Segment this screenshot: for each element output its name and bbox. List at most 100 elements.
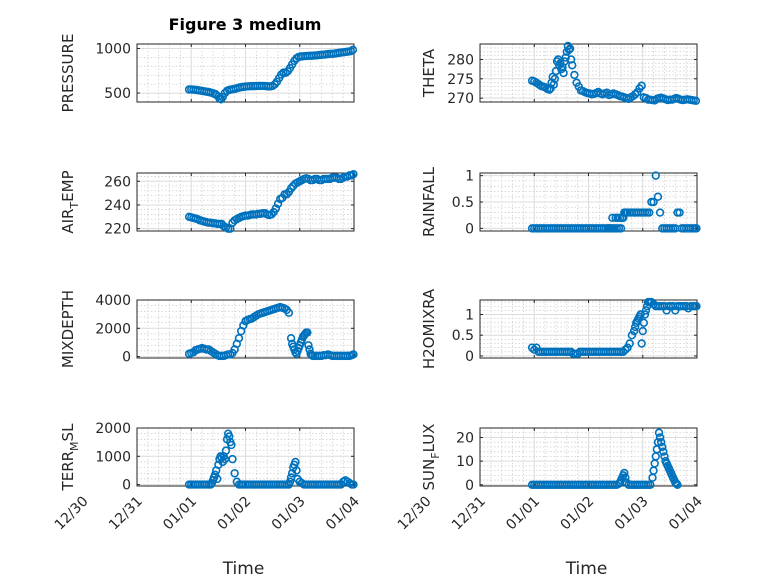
data-point — [550, 74, 560, 84]
x-tick-label: 12/31 — [106, 494, 146, 534]
data-point — [566, 55, 576, 64]
y-tick-label: 0.5 — [452, 195, 474, 211]
y-tick-label: 20 — [456, 430, 474, 446]
data-point — [655, 208, 665, 217]
series-air_temp — [184, 169, 358, 233]
y-tick-label: 0 — [465, 478, 474, 494]
y-label-main: THETA — [420, 48, 438, 98]
data-point — [564, 45, 574, 54]
y-axis-label-sun_flux: SUNFLUX — [420, 424, 442, 491]
subplot-air_temp: 220 240 260 AIRTEMP — [59, 169, 358, 238]
y-label-main: H2OMIXRA — [420, 288, 438, 369]
data-point — [627, 331, 637, 340]
data-point — [286, 184, 296, 193]
data-point — [639, 318, 649, 327]
series-rainfall — [527, 171, 701, 233]
data-point — [630, 90, 640, 99]
data-point — [620, 468, 629, 478]
data-point — [349, 480, 358, 489]
subplot-sun_flux: 0 10 20 SUNFLUX 12/30 12/31 01/01 01/02 01/03 01/… — [395, 424, 706, 579]
data-point — [660, 452, 669, 461]
data-point — [636, 310, 645, 319]
y-axis-label-h2omixra: H2OMIXRA — [420, 288, 438, 369]
data-point — [623, 343, 632, 352]
series-mixdepth — [184, 302, 358, 361]
data-point — [671, 306, 680, 315]
data-point — [658, 442, 667, 452]
y-axis-label-theta: THETA — [420, 48, 438, 98]
x-tick-label: 01/01 — [503, 494, 543, 534]
data-point — [292, 466, 301, 475]
y-label-subscript: F — [429, 452, 442, 458]
series-pressure — [184, 45, 358, 104]
y-tick-label: 220 — [104, 222, 131, 238]
grid-sun_flux — [480, 427, 697, 486]
data-point — [671, 478, 680, 487]
y-tick-label: 275 — [447, 72, 474, 88]
y-axis-label-rainfall: RAINFALL — [420, 166, 438, 237]
data-point — [267, 210, 276, 219]
data-point — [568, 61, 577, 70]
data-point — [662, 306, 671, 315]
data-point — [616, 224, 626, 233]
y-label-subscript: M — [68, 441, 81, 451]
data-point — [646, 480, 655, 490]
y-axis-label-air_temp: AIRTEMP — [59, 170, 81, 233]
x-tick-label: 01/02 — [557, 494, 597, 534]
y-label-main: RAINFALL — [420, 166, 438, 237]
y-axis-label-pressure: PRESSURE — [59, 34, 77, 113]
y-label-main: PRESSURE — [59, 34, 77, 113]
y-axis-label-terr_msl: TERRMSL — [59, 423, 81, 492]
data-point — [565, 44, 575, 53]
subplot-pressure: 500 1000 PRESSURE — [59, 34, 358, 113]
y-tick-label: 1 — [465, 308, 474, 324]
data-point — [206, 480, 215, 489]
data-point — [692, 302, 701, 311]
data-point — [349, 350, 358, 359]
y-label-rest: LUX — [420, 424, 438, 453]
y-tick-label: 1 — [465, 169, 474, 185]
x-axis-label-terr_msl: Time — [222, 559, 265, 579]
y-tick-label: 0 — [122, 350, 131, 366]
y-axis-label-mixdepth: MIXDEPTH — [59, 290, 77, 368]
series-h2omixra — [527, 297, 701, 359]
data-point — [625, 339, 634, 348]
data-point — [640, 310, 650, 319]
data-point — [653, 192, 663, 201]
y-tick-label: 0.5 — [452, 328, 474, 344]
data-point — [532, 343, 541, 352]
y-label-main: AIR — [59, 209, 77, 234]
y-label-rest: SL — [59, 423, 77, 442]
data-point — [284, 308, 294, 317]
figure-title: Figure 3 medium — [169, 15, 322, 34]
data-point — [286, 333, 296, 343]
y-tick-label: 280 — [447, 52, 474, 68]
data-point — [645, 208, 654, 217]
data-point — [277, 70, 286, 79]
data-point — [673, 480, 682, 490]
x-tick-label: 12/30 — [52, 494, 92, 534]
subplot-mixdepth: 0 2000 4000 MIXDEPTH — [59, 290, 358, 368]
x-tick-label: 12/30 — [395, 494, 435, 534]
data-point — [225, 432, 234, 441]
data-point — [629, 326, 639, 336]
data-point — [647, 297, 656, 307]
subplot-theta: 270 275 280 THETA — [420, 41, 701, 107]
y-tick-label: 270 — [447, 91, 474, 107]
series-theta — [527, 41, 701, 106]
y-tick-label: 0 — [465, 221, 474, 237]
data-point — [621, 345, 630, 354]
series-sun_flux — [527, 428, 682, 490]
data-point — [273, 199, 283, 208]
data-point — [213, 474, 222, 484]
subplot-h2omixra: 0 0.5 1 H2OMIXRA — [420, 288, 701, 369]
data-point — [637, 81, 646, 90]
data-point — [559, 68, 568, 78]
data-point — [672, 479, 681, 488]
data-point — [239, 321, 248, 330]
data-point — [619, 347, 628, 356]
data-point — [655, 433, 665, 442]
y-tick-label: 10 — [456, 454, 474, 470]
y-tick-label: 0 — [465, 349, 474, 365]
